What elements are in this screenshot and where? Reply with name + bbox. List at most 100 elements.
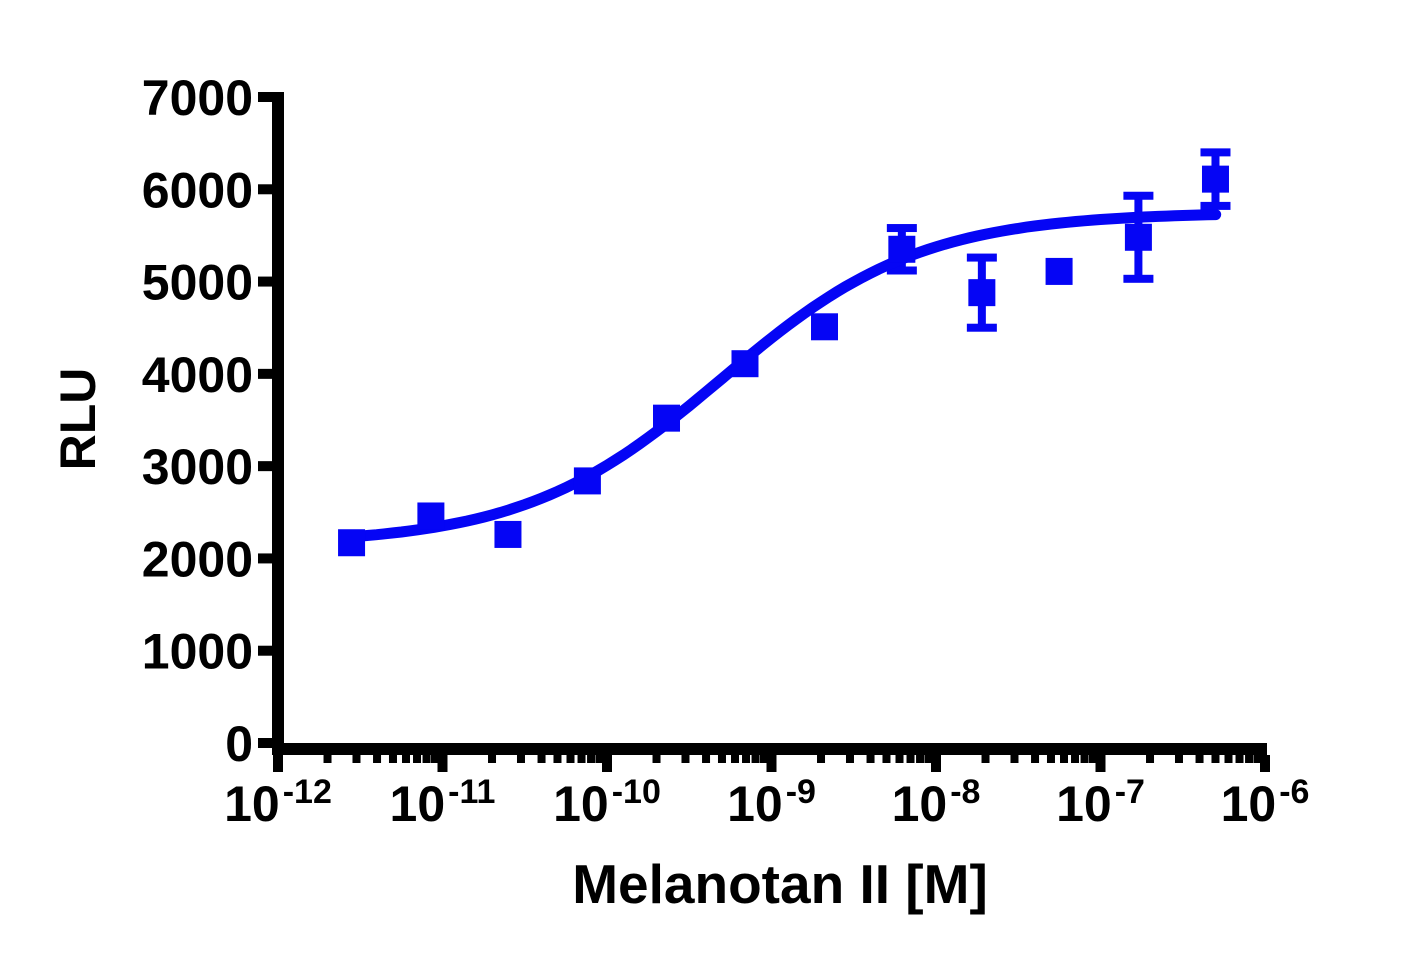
x-minor-tick bbox=[759, 755, 768, 763]
x-tick-label: 10-11 bbox=[390, 773, 496, 832]
x-minor-tick bbox=[1245, 755, 1254, 763]
x-minor-tick bbox=[516, 755, 525, 763]
error-bars bbox=[886, 148, 1231, 332]
x-minor-tick bbox=[1146, 755, 1155, 763]
x-minor-tick bbox=[924, 755, 933, 763]
x-major-tick bbox=[602, 755, 612, 772]
x-minor-tick bbox=[1060, 755, 1069, 763]
x-minor-tick bbox=[1010, 755, 1019, 763]
y-tick bbox=[258, 461, 272, 472]
x-minor-tick bbox=[845, 755, 854, 763]
x-minor-tick bbox=[388, 755, 397, 763]
x-minor-tick bbox=[1253, 755, 1262, 763]
x-major-tick bbox=[1095, 755, 1106, 772]
x-minor-tick bbox=[430, 755, 439, 763]
x-minor-tick bbox=[717, 755, 726, 763]
x-minor-tick bbox=[577, 755, 586, 763]
x-minor-tick bbox=[1071, 755, 1080, 763]
error-bar-cap-top bbox=[966, 253, 997, 262]
x-tick-labels: 10-12 10-11 10-10 10-9 10-8 10-7 10-6 bbox=[224, 773, 1309, 832]
x-minor-tick bbox=[652, 755, 661, 763]
x-tick-label: 10-12 bbox=[224, 773, 332, 832]
error-bar-cap-bottom bbox=[886, 266, 917, 275]
x-minor-tick bbox=[1088, 755, 1097, 763]
x-major-tick bbox=[437, 755, 448, 772]
data-point bbox=[417, 502, 445, 530]
data-point bbox=[494, 520, 522, 548]
x-tick-label: 10-6 bbox=[1221, 773, 1310, 832]
x-tick-label: 10-10 bbox=[553, 773, 661, 832]
x-minor-tick bbox=[916, 755, 925, 763]
x-minor-tick bbox=[751, 755, 760, 763]
x-minor-tick bbox=[866, 755, 875, 763]
x-major-tick bbox=[273, 755, 283, 772]
y-tick-label: 1000 bbox=[142, 624, 253, 680]
data-point bbox=[888, 235, 916, 263]
y-tick-labels: 0 1000 2000 3000 4000 5000 6000 7000 bbox=[142, 70, 253, 772]
y-tick-label: 3000 bbox=[142, 439, 253, 495]
x-minor-tick bbox=[1046, 755, 1055, 763]
y-tick bbox=[258, 553, 272, 564]
x-minor-tick bbox=[1195, 755, 1204, 763]
data-points bbox=[338, 165, 1229, 557]
x-axis-spine bbox=[272, 743, 1267, 755]
data-point bbox=[653, 404, 681, 432]
y-tick bbox=[258, 368, 272, 379]
data-point bbox=[968, 279, 996, 307]
x-major-tick bbox=[766, 755, 777, 772]
x-minor-tick bbox=[537, 755, 546, 763]
y-tick-label: 6000 bbox=[142, 162, 253, 218]
error-bar-cap-top bbox=[886, 224, 917, 233]
x-minor-tick bbox=[981, 755, 990, 763]
x-minor-tick bbox=[402, 755, 411, 763]
x-minor-tick bbox=[587, 755, 596, 763]
x-minor-tick bbox=[352, 755, 361, 763]
x-minor-tick bbox=[1235, 755, 1244, 763]
data-point bbox=[573, 467, 601, 495]
x-minor-tick bbox=[488, 755, 497, 763]
axes bbox=[258, 92, 1270, 772]
y-tick-label: 0 bbox=[225, 716, 253, 772]
x-minor-tick bbox=[1080, 755, 1089, 763]
x-minor-tick bbox=[1224, 755, 1233, 763]
x-minor-tick bbox=[882, 755, 891, 763]
error-bar-cap-bottom bbox=[1123, 274, 1154, 283]
data-point bbox=[1045, 257, 1073, 285]
x-minor-tick bbox=[1031, 755, 1040, 763]
error-bar-cap-top bbox=[1123, 191, 1154, 200]
x-minor-tick bbox=[373, 755, 382, 763]
data-point bbox=[1124, 223, 1152, 251]
x-minor-tick bbox=[595, 755, 604, 763]
x-tick-label: 10-8 bbox=[892, 773, 981, 832]
x-minor-tick bbox=[422, 755, 431, 763]
x-minor-tick bbox=[906, 755, 915, 763]
y-tick bbox=[258, 645, 272, 656]
x-minor-tick bbox=[702, 755, 711, 763]
y-tick bbox=[258, 276, 272, 287]
x-minor-tick bbox=[817, 755, 826, 763]
y-tick-label: 5000 bbox=[142, 255, 253, 311]
x-minor-tick bbox=[742, 755, 751, 763]
error-bar-cap-bottom bbox=[966, 323, 997, 332]
data-point bbox=[731, 350, 759, 378]
fit-curve bbox=[346, 209, 1222, 543]
y-axis-title: RLU bbox=[50, 368, 106, 471]
sigmoid-fit-path bbox=[346, 209, 1222, 543]
y-tick-label: 7000 bbox=[142, 70, 253, 126]
error-bar-cap-top bbox=[1200, 148, 1231, 157]
x-axis-title: Melanotan II [M] bbox=[572, 853, 988, 915]
y-tick bbox=[258, 184, 272, 195]
x-major-tick bbox=[931, 755, 941, 772]
x-major-tick bbox=[1260, 755, 1270, 772]
x-minor-tick bbox=[1174, 755, 1183, 763]
y-tick-label: 2000 bbox=[142, 531, 253, 587]
x-minor-tick bbox=[681, 755, 690, 763]
y-tick bbox=[258, 92, 272, 102]
x-minor-tick bbox=[323, 755, 332, 763]
error-bar-cap-bottom bbox=[1200, 201, 1231, 210]
x-minor-tick bbox=[566, 755, 575, 763]
x-minor-tick bbox=[895, 755, 904, 763]
x-minor-tick bbox=[553, 755, 562, 763]
x-minor-tick bbox=[413, 755, 422, 763]
